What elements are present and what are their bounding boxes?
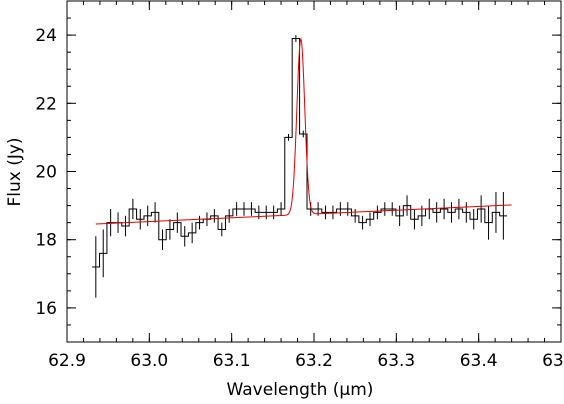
axis-ticks	[66, 0, 562, 343]
y-tick-label: 16	[35, 299, 57, 319]
y-tick-label: 18	[35, 231, 57, 251]
x-tick-label: 63.0	[130, 351, 168, 371]
x-tick-label: 63.1	[213, 351, 251, 371]
x-tick-label: 63.4	[460, 351, 498, 371]
y-tick-labels: 16 18 20 22 24	[35, 26, 57, 319]
x-tick-label: 62.9	[48, 351, 86, 371]
y-tick-label: 20	[35, 163, 57, 183]
x-tick-label: 63.2	[295, 351, 333, 371]
x-tick-label: 63.3	[377, 351, 415, 371]
y-axis-label: Flux (Jy)	[5, 137, 25, 206]
data-series	[92, 35, 508, 298]
y-tick-label: 24	[35, 26, 57, 46]
histogram-step-line	[92, 38, 508, 268]
x-tick-labels: 62.9 63.0 63.1 63.2 63.3 63.4 63.5	[48, 351, 564, 371]
model-fit-series	[95, 37, 512, 225]
plot-frame	[66, 0, 562, 343]
model-fit-line	[95, 37, 512, 225]
y-tick-label: 22	[35, 94, 57, 114]
x-axis-label: Wavelength (μm)	[227, 380, 374, 400]
x-tick-label: 63.5	[542, 351, 564, 371]
